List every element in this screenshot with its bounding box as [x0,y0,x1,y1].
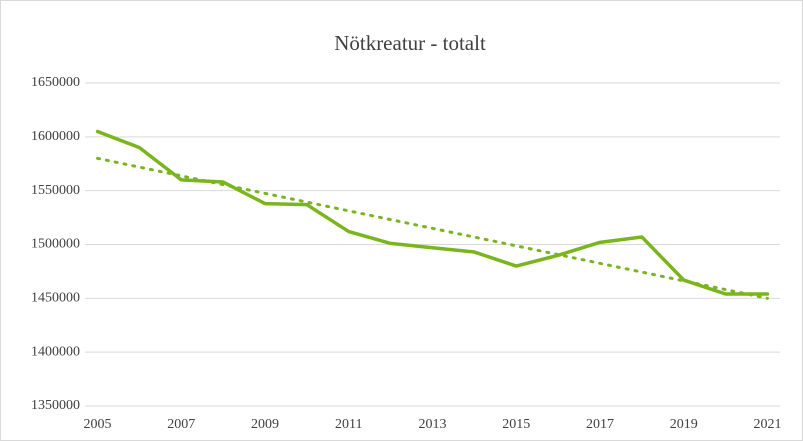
chart-title: Nötkreatur - totalt [334,31,486,55]
data-line [95,129,770,296]
x-tick-label: 2011 [335,417,362,432]
trendline [96,156,769,300]
y-tick-label: 1500000 [31,237,80,252]
y-tick-label: 1400000 [31,344,80,359]
y-tick-label: 1550000 [31,183,80,198]
y-tick-label: 1450000 [31,291,80,306]
x-tick-label: 2015 [502,417,530,432]
x-tick-label: 2019 [670,417,698,432]
y-tick-label: 1350000 [31,398,80,413]
x-tick-label: 2005 [84,417,112,432]
x-tick-label: 2007 [167,417,195,432]
y-tick-label: 1600000 [31,129,80,144]
x-tick-label: 2009 [251,417,279,432]
x-tick-label: 2021 [753,417,781,432]
x-tick-label: 2017 [586,417,614,432]
x-tick-label: 2013 [419,417,447,432]
y-tick-label: 1650000 [31,75,80,90]
